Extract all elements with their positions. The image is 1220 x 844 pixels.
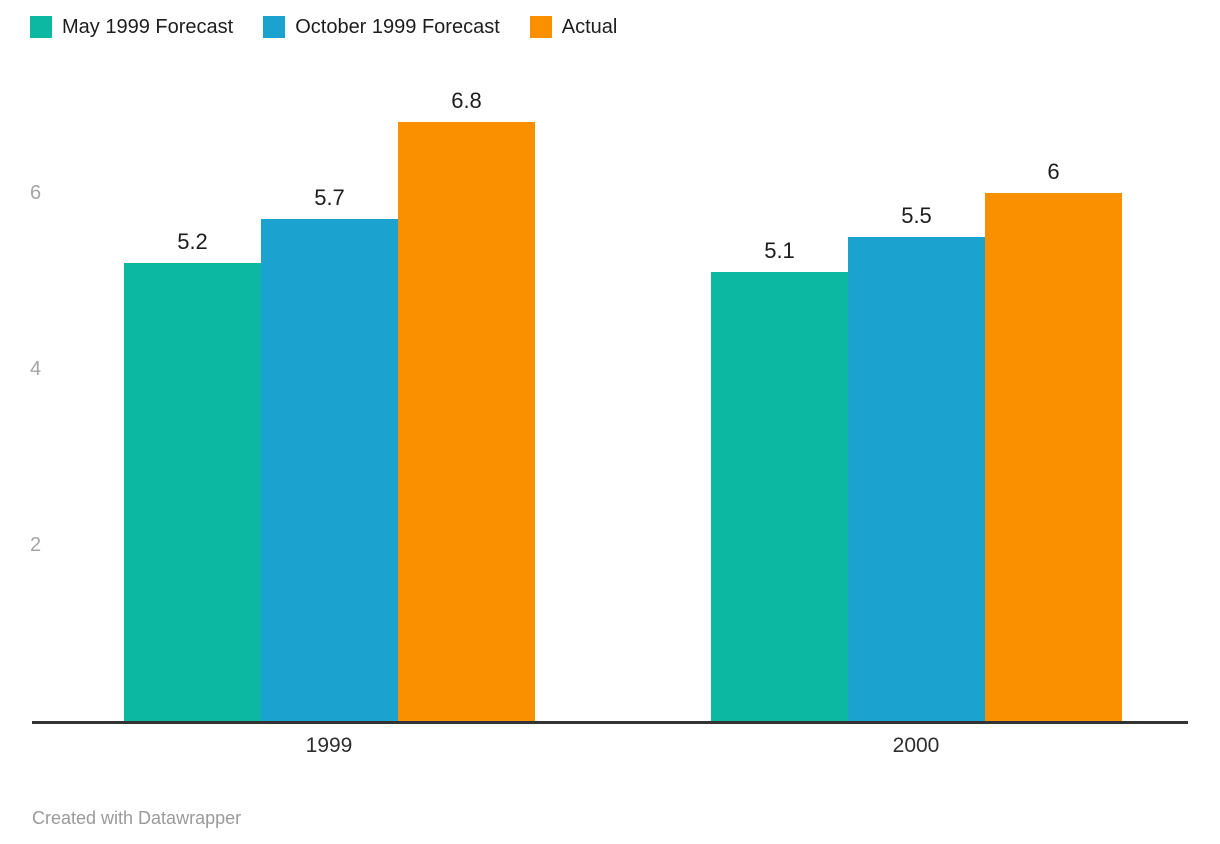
legend-label-may-1999-forecast: May 1999 Forecast xyxy=(62,16,234,38)
value-label-1999-october-1999-forecast: 5.7 xyxy=(314,185,345,210)
legend-item-actual: Actual xyxy=(529,14,618,40)
bar-1999-october-1999-forecast xyxy=(261,219,398,721)
legend: May 1999 Forecast October 1999 Forecast Ac… xyxy=(30,14,617,40)
datawrapper-attribution-link[interactable]: Created with Datawrapper xyxy=(32,808,242,828)
y-tick-label-2: 2 xyxy=(30,533,42,556)
legend-item-october-1999-forecast: October 1999 Forecast xyxy=(263,14,500,40)
y-tick-label-6: 6 xyxy=(30,181,42,204)
value-label-2000-actual: 6 xyxy=(1047,159,1060,184)
y-tick-label-4: 4 xyxy=(30,357,42,380)
value-label-2000-may-1999-forecast: 5.1 xyxy=(764,238,795,263)
bar-2000-may-1999-forecast xyxy=(711,272,848,721)
x-axis-line xyxy=(32,721,1188,724)
x-category-label-2000: 2000 xyxy=(892,734,940,757)
bar-1999-may-1999-forecast xyxy=(124,263,261,721)
legend-label-october-1999-forecast: October 1999 Forecast xyxy=(295,16,500,38)
value-label-1999-actual: 6.8 xyxy=(451,88,482,113)
legend-swatch-actual xyxy=(529,16,552,38)
bar-2000-october-1999-forecast xyxy=(848,237,985,721)
legend-swatch-october-1999-forecast xyxy=(263,16,286,38)
bar-1999-actual xyxy=(398,122,535,721)
value-label-2000-october-1999-forecast: 5.5 xyxy=(901,203,932,228)
legend-item-may-1999-forecast: May 1999 Forecast xyxy=(30,14,233,40)
value-label-1999-may-1999-forecast: 5.2 xyxy=(177,229,208,254)
x-category-label-1999: 1999 xyxy=(305,734,353,757)
legend-label-actual: Actual xyxy=(561,16,618,38)
bar-2000-actual xyxy=(985,193,1122,721)
legend-swatch-may-1999-forecast xyxy=(30,16,52,38)
